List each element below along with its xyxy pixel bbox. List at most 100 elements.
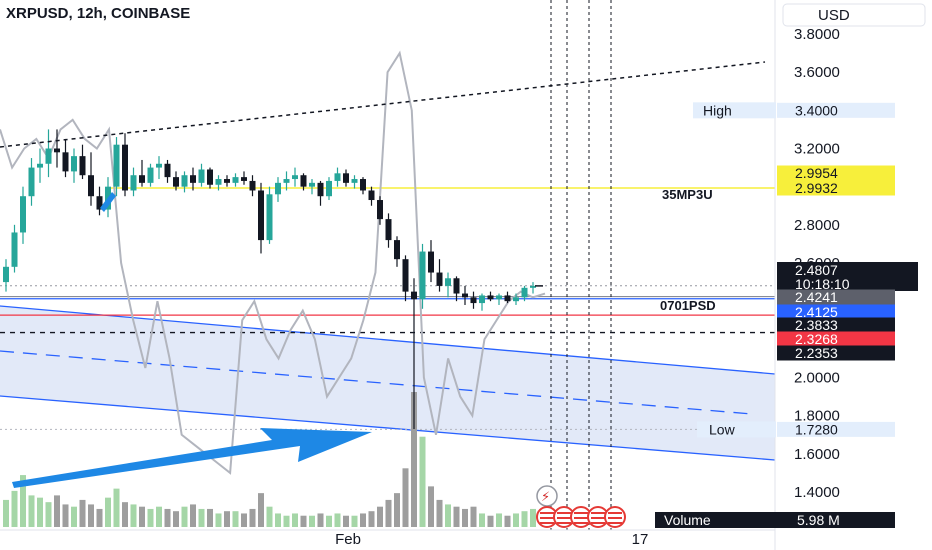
candle-body (436, 272, 443, 286)
volume-bar (105, 497, 111, 527)
blue-line-tag: 0701PSD (660, 298, 716, 313)
volume-bar (343, 515, 349, 527)
volume-bar (419, 436, 426, 527)
volume-bar (62, 504, 69, 527)
volume-bar (292, 513, 298, 527)
candle-body (351, 179, 358, 183)
low-tag-bg (697, 421, 776, 438)
volume-bar (79, 499, 86, 527)
candle-body (385, 219, 392, 241)
volume-bar (351, 515, 358, 527)
candle-body (232, 177, 239, 183)
volume-bar (190, 504, 196, 527)
volume-bar (96, 508, 103, 527)
candle-body (37, 163, 43, 168)
flag-stripe (608, 517, 622, 519)
candle-body (377, 200, 383, 220)
candle-body (173, 177, 179, 187)
candle-body (45, 148, 52, 164)
volume-bar (3, 499, 9, 527)
current-price-bg (777, 262, 918, 291)
volume-bar (241, 513, 247, 527)
dotted-trend-line (0, 61, 766, 148)
overlay-line (0, 50, 546, 475)
volume-bar (402, 468, 409, 527)
volume-bar (394, 493, 400, 527)
volume-bar (28, 495, 35, 527)
black-level-label-1: 2.3833 (795, 317, 838, 333)
candle-body (360, 179, 366, 191)
channel-mid-line (0, 350, 753, 415)
yellow-label-2-bg (777, 180, 895, 196)
black-level-label-2-bg (777, 345, 895, 361)
candle-body (504, 295, 511, 302)
volume-bar (385, 499, 392, 527)
candle-body (88, 175, 94, 197)
flag-stripe (608, 512, 622, 514)
candle-body (62, 152, 69, 172)
volume-bar (215, 513, 222, 527)
volume-bar (20, 475, 26, 527)
volume-bar (156, 506, 162, 527)
yellow-label-1-bg (777, 165, 895, 181)
candle-body (198, 169, 205, 183)
volume-bar (258, 493, 264, 527)
volume-bar (479, 513, 485, 527)
red-level-label: 2.3268 (795, 331, 838, 347)
flag-stripe (574, 512, 588, 514)
y-tick-label: 3.6000 (794, 64, 840, 81)
volume-bar (521, 511, 528, 527)
chart-title: XRPUSD, 12h, COINBASE (6, 5, 190, 22)
candle-body (266, 194, 273, 241)
candle-body (419, 251, 426, 300)
candle-body (122, 144, 128, 191)
volume-bar (411, 392, 417, 527)
volume-bar (504, 515, 511, 527)
high-value-bg (777, 102, 895, 118)
candle-body (54, 148, 60, 153)
candle-body (368, 190, 375, 201)
blue-arrow (12, 428, 372, 488)
volume-bar (207, 508, 213, 527)
yellow-label-2: 2.9932 (795, 180, 838, 196)
volume-tag-bg (655, 512, 895, 528)
volume-bar (198, 508, 205, 527)
flag-stripe (540, 517, 554, 519)
drawings-layer: 35MP3U 0701PSD ⚡ (0, 61, 766, 528)
candle-body (487, 295, 494, 300)
x-tick-label: 17 (632, 531, 649, 548)
volume-bar (462, 508, 468, 527)
volume-bar (530, 508, 536, 527)
gray-level-label: 2.4241 (795, 289, 838, 305)
candle-body (190, 175, 196, 183)
candle-body (20, 196, 26, 233)
currency-button[interactable]: USD (782, 3, 926, 27)
volume-bar (45, 502, 52, 527)
candle-body (530, 285, 536, 288)
candle-body (479, 295, 485, 304)
volume-bar (300, 515, 307, 527)
blue-level-label: 2.4125 (795, 304, 838, 320)
low-value-bg (777, 421, 895, 437)
yellow-line-tag: 35MP3U (662, 187, 713, 202)
y-tick-label: 3.8000 (794, 26, 840, 43)
candle-body (258, 190, 264, 241)
high-value: 3.4000 (795, 102, 838, 118)
yellow-label-1: 2.9954 (795, 165, 838, 181)
time-axis[interactable]: Feb 17 (335, 531, 648, 548)
volume-label: Volume (664, 512, 711, 528)
candle-body (241, 177, 247, 181)
candle-body (113, 144, 120, 187)
y-tick-label: 2.8000 (794, 217, 840, 234)
channel-lower-line (0, 395, 776, 461)
candle-body (28, 167, 35, 197)
volume-bar (88, 504, 94, 527)
candle-body (164, 163, 171, 178)
chart-background-layer (0, 0, 776, 530)
black-level-label-2: 2.2353 (795, 345, 838, 361)
candle-body (428, 251, 434, 273)
volume-bar (360, 513, 366, 527)
volume-bar (334, 513, 341, 527)
